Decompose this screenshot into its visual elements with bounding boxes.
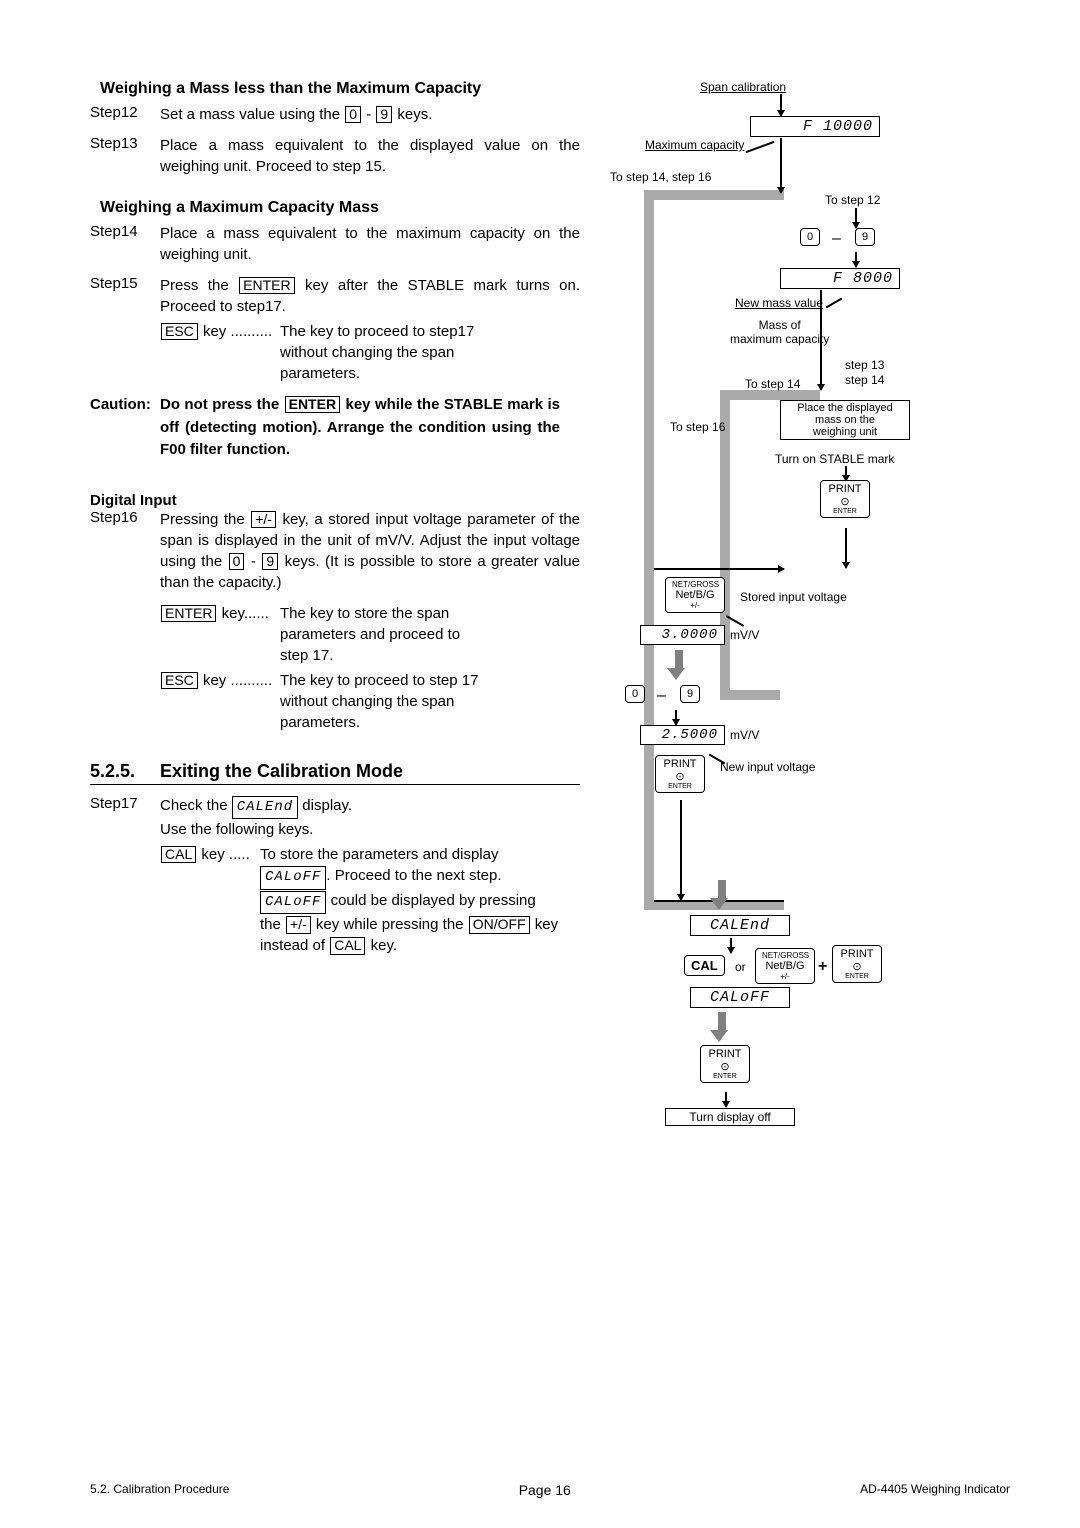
- stored-voltage: Stored input voltage: [740, 590, 847, 604]
- caloff-box: CALoFF: [690, 987, 790, 1008]
- to-step-12: To step 12: [825, 193, 880, 207]
- step15-label: Step15: [90, 275, 160, 317]
- print-key-1: PRINT ⊙ ENTER: [820, 480, 870, 518]
- step12-label: Step12: [90, 104, 160, 125]
- display-f8000: F 8000: [780, 268, 900, 289]
- key-0: 0: [345, 106, 361, 123]
- new-input-voltage: New input voltage: [720, 760, 815, 774]
- footer-right: AD-4405 Weighing Indicator: [860, 1482, 1010, 1498]
- place-mass-box: Place the displayed mass on the weighing…: [780, 400, 910, 440]
- enter-key: ENTER: [239, 277, 294, 294]
- digital-input-heading: Digital Input: [90, 492, 580, 509]
- to-step-1416: To step 14, step 16: [610, 170, 711, 184]
- cal-key: CAL: [161, 846, 196, 863]
- or-label: or: [735, 960, 746, 974]
- footer-center: Page 16: [519, 1482, 571, 1498]
- cal-key-b: CAL: [330, 937, 365, 954]
- step17-label: Step17: [90, 795, 160, 841]
- mass-max-cap: Mass of maximum capacity: [730, 318, 829, 346]
- dash-diagram-b: –: [657, 687, 666, 705]
- step-14-label: step 14: [845, 373, 884, 387]
- display-30000: 3.0000: [640, 625, 725, 645]
- key-0-diagram-b: 0: [625, 685, 645, 703]
- caution-label: Caution:: [90, 394, 160, 417]
- step17-cal-line: CAL key ..... To store the parameters an…: [160, 844, 580, 956]
- enter-key-b: ENTER: [161, 605, 216, 622]
- caution-body: Do not press the ENTER key while the STA…: [160, 394, 560, 462]
- plusminus-key: +/-: [251, 511, 276, 528]
- print-key-4: PRINT ⊙ ENTER: [700, 1045, 750, 1083]
- section-525-title: 5.2.5.Exiting the Calibration Mode: [90, 761, 580, 785]
- enter-key-caution: ENTER: [285, 396, 340, 413]
- key-0-diagram: 0: [800, 228, 820, 246]
- mvv-1: mV/V: [730, 628, 759, 642]
- caloff-display-1: CALoFF: [260, 866, 326, 890]
- netgross-key-1: NET/GROSS Net/B/G +/-: [665, 577, 725, 613]
- flowchart-diagram: Span calibration F 10000 Maximum capacit…: [600, 80, 1010, 1180]
- step17-text: Check the CALEnd display. Use the follow…: [160, 795, 580, 841]
- max-cap-label: Maximum capacity: [645, 138, 744, 152]
- print-key-3: PRINT ⊙ ENTER: [832, 945, 882, 983]
- calend-box: CALEnd: [690, 915, 790, 936]
- esc-key-b: ESC: [161, 672, 198, 689]
- key-9-diagram-b: 9: [680, 685, 700, 703]
- display-f10000: F 10000: [750, 116, 880, 137]
- step14-label: Step14: [90, 223, 160, 265]
- span-cal-label: Span calibration: [700, 80, 786, 94]
- cal-key-diagram: CAL: [684, 955, 725, 976]
- step-13-label: step 13: [845, 358, 884, 372]
- dash-diagram: –: [832, 230, 841, 248]
- to-step-16: To step 16: [670, 420, 725, 434]
- key-9: 9: [376, 106, 392, 123]
- step16-enter-line: ENTER key...... The key to store the spa…: [160, 603, 580, 666]
- section-heading-2: Weighing a Maximum Capacity Mass: [100, 199, 580, 217]
- step15-text: Press the ENTER key after the STABLE mar…: [160, 275, 580, 317]
- step12-text: Set a mass value using the 0 - 9 keys.: [160, 104, 580, 125]
- turn-display-off: Turn display off: [665, 1108, 795, 1126]
- key-9-diagram: 9: [855, 228, 875, 246]
- step16-esc-line: ESC key .......... The key to proceed to…: [160, 670, 580, 733]
- onoff-key: ON/OFF: [469, 916, 530, 933]
- step15-esc-line: ESC key .......... The key to proceed to…: [160, 321, 580, 384]
- step14-text: Place a mass equivalent to the maximum c…: [160, 223, 580, 265]
- step13-label: Step13: [90, 135, 160, 177]
- netgross-key-2: NET/GROSS Net/B/G +/-: [755, 948, 815, 984]
- turn-stable: Turn on STABLE mark: [775, 452, 894, 466]
- page-footer: 5.2. Calibration Procedure Page 16 AD-44…: [90, 1482, 1010, 1498]
- new-mass-label: New mass value: [735, 296, 823, 310]
- key-9-b: 9: [262, 553, 278, 570]
- step13-text: Place a mass equivalent to the displayed…: [160, 135, 580, 177]
- key-0-b: 0: [229, 553, 245, 570]
- plusminus-key-b: +/-: [286, 916, 311, 933]
- caloff-display-2: CALoFF: [260, 891, 326, 915]
- to-step-14: To step 14: [745, 377, 800, 391]
- footer-left: 5.2. Calibration Procedure: [90, 1482, 229, 1498]
- esc-key: ESC: [161, 323, 198, 340]
- step16-label: Step16: [90, 509, 160, 593]
- mvv-2: mV/V: [730, 728, 759, 742]
- section-heading-1: Weighing a Mass less than the Maximum Ca…: [100, 80, 580, 98]
- display-25000: 2.5000: [640, 725, 725, 745]
- calend-display: CALEnd: [232, 796, 298, 820]
- step16-text: Pressing the +/- key, a stored input vol…: [160, 509, 580, 593]
- print-key-2: PRINT ⊙ ENTER: [655, 755, 705, 793]
